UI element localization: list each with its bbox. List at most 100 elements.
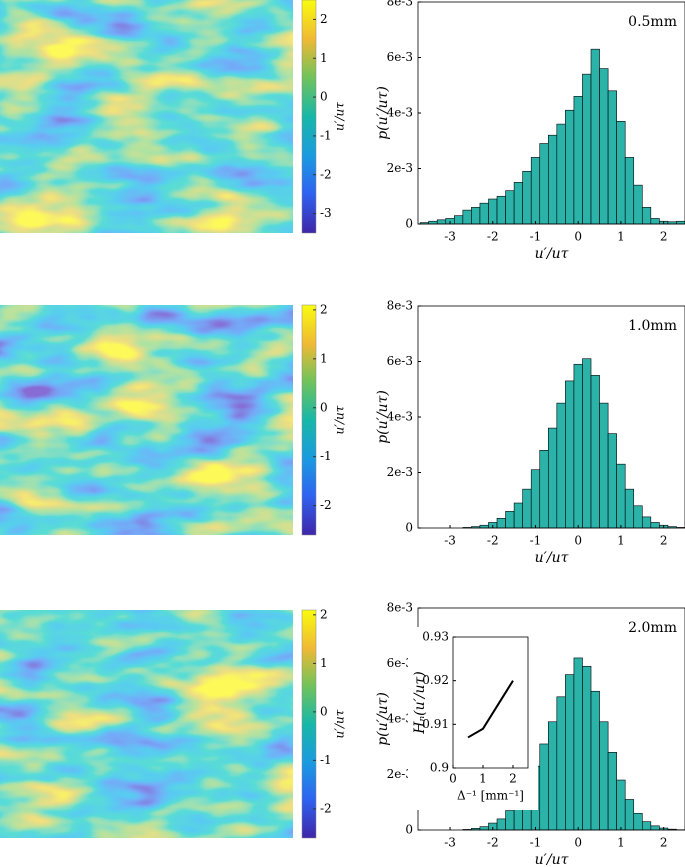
y-tick-label: 0.93 bbox=[422, 630, 449, 644]
bar bbox=[505, 190, 515, 225]
bar bbox=[676, 220, 685, 225]
bar bbox=[505, 511, 515, 529]
bar bbox=[547, 427, 558, 529]
y-tick-label: 2e-3 bbox=[387, 767, 413, 781]
x-tick-label: 1 bbox=[617, 230, 625, 244]
bar bbox=[488, 198, 498, 225]
bar bbox=[633, 813, 643, 831]
x-tick-label: 0 bbox=[449, 772, 457, 786]
x-tick-label: 2 bbox=[660, 534, 668, 548]
x-tick-label: -1 bbox=[530, 230, 542, 244]
x-axis-label: u′/uτ bbox=[535, 246, 569, 262]
bar bbox=[513, 502, 523, 529]
bar bbox=[641, 821, 652, 831]
colorbar-tick-label: -1 bbox=[320, 753, 332, 767]
x-tick-label: 2 bbox=[509, 772, 517, 786]
bar bbox=[616, 779, 626, 831]
bar bbox=[650, 825, 660, 831]
bar bbox=[616, 121, 626, 225]
x-tick-label: 0 bbox=[574, 230, 582, 244]
bar bbox=[547, 134, 558, 225]
bar bbox=[530, 469, 541, 529]
bar bbox=[496, 195, 506, 225]
bar bbox=[624, 157, 635, 225]
bar bbox=[582, 73, 592, 225]
inset-frame bbox=[452, 636, 529, 769]
bar bbox=[650, 522, 660, 529]
y-axis-label: Hₙ(u′/uτ) bbox=[412, 671, 428, 734]
bar bbox=[633, 184, 643, 225]
y-tick-label: 4e-3 bbox=[387, 712, 413, 726]
x-tick-label: 0 bbox=[574, 534, 582, 548]
bar bbox=[607, 433, 617, 529]
colorbar bbox=[301, 0, 317, 234]
bar bbox=[496, 517, 506, 529]
field-image bbox=[0, 0, 293, 233]
bar bbox=[573, 657, 583, 831]
x-tick-label: -1 bbox=[530, 836, 542, 850]
bar bbox=[641, 516, 652, 529]
annotation: 0.5mm bbox=[628, 14, 677, 30]
y-tick-label: 0.92 bbox=[422, 673, 449, 687]
bar bbox=[522, 488, 532, 529]
bar bbox=[547, 721, 558, 831]
bar bbox=[624, 799, 635, 831]
bar bbox=[556, 123, 566, 225]
y-axis-label: p(u′/uτ) bbox=[375, 692, 391, 746]
bar bbox=[556, 696, 566, 831]
x-axis-label: u′/uτ bbox=[535, 550, 569, 566]
colorbar-tick-label: -2 bbox=[320, 498, 332, 512]
colorbar-tick-label: 2 bbox=[320, 302, 328, 316]
colorbar-tick-label: -1 bbox=[320, 128, 332, 142]
y-tick-label: 0 bbox=[405, 521, 413, 535]
y-tick-label: 2e-3 bbox=[387, 465, 413, 479]
bar bbox=[573, 363, 583, 529]
bar bbox=[522, 170, 532, 225]
x-tick-label: -2 bbox=[487, 534, 499, 548]
bar bbox=[496, 818, 506, 831]
y-tick-label: 4e-3 bbox=[387, 106, 413, 120]
y-tick-label: 6e-3 bbox=[387, 50, 413, 64]
bar bbox=[471, 207, 481, 225]
bar bbox=[565, 674, 575, 831]
bar bbox=[641, 207, 652, 225]
x-tick-label: 1 bbox=[479, 772, 487, 786]
bar bbox=[650, 218, 660, 225]
x-tick-label: -2 bbox=[487, 836, 499, 850]
x-axis-label: u′/uτ bbox=[535, 852, 569, 867]
colorbar-tick-label: 2 bbox=[320, 607, 328, 621]
y-tick-label: 4e-3 bbox=[387, 410, 413, 424]
y-tick-label: 8e-3 bbox=[387, 299, 413, 313]
bar bbox=[624, 488, 635, 529]
bar bbox=[633, 505, 643, 529]
y-tick-label: 0 bbox=[405, 217, 413, 231]
bar bbox=[582, 358, 592, 529]
bar bbox=[454, 215, 464, 225]
bar bbox=[556, 402, 566, 529]
bar bbox=[428, 220, 438, 225]
x-tick-label: -3 bbox=[444, 534, 456, 548]
bar bbox=[590, 690, 600, 831]
bar bbox=[616, 463, 626, 529]
bar bbox=[479, 524, 489, 529]
bar bbox=[565, 109, 575, 225]
y-axis-label: p(u′/uτ) bbox=[375, 390, 391, 444]
bar bbox=[505, 810, 515, 831]
field-image bbox=[0, 610, 293, 838]
colorbar-tick-label: 0 bbox=[320, 90, 328, 104]
x-axis-label: Δ⁻¹ [mm⁻¹] bbox=[457, 789, 524, 803]
x-tick-label: -3 bbox=[444, 230, 456, 244]
colorbar-tick-label: 0 bbox=[320, 400, 328, 414]
bar bbox=[530, 157, 541, 225]
y-tick-label: 6e-3 bbox=[387, 656, 413, 670]
colorbar bbox=[301, 609, 317, 839]
colorbar-label: u′/uτ bbox=[333, 709, 347, 738]
colorbar-tick-label: 0 bbox=[320, 704, 328, 718]
bar bbox=[599, 721, 609, 831]
bar bbox=[513, 182, 523, 225]
colorbar-tick-label: -2 bbox=[320, 167, 332, 181]
colorbar-label: u′/uτ bbox=[333, 405, 347, 434]
x-tick-label: 2 bbox=[660, 230, 668, 244]
x-tick-label: 1 bbox=[617, 534, 625, 548]
